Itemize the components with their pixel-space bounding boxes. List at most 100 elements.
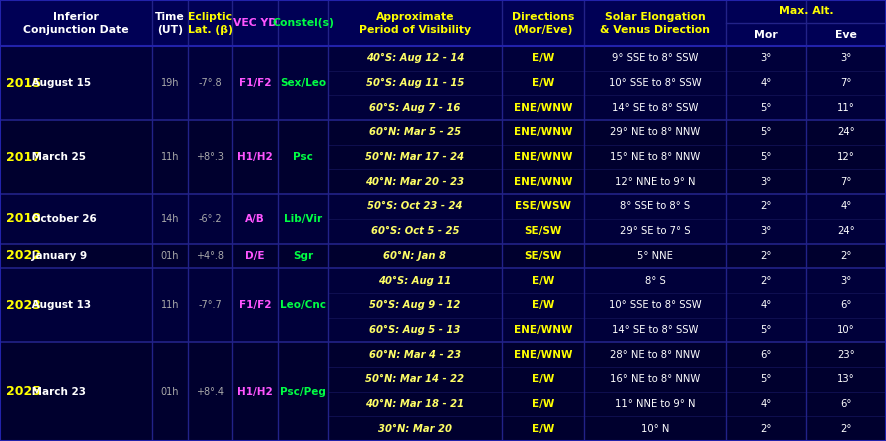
Text: E/W: E/W	[532, 276, 554, 285]
Text: August 13: August 13	[28, 300, 91, 310]
Text: 12° NNE to 9° N: 12° NNE to 9° N	[615, 177, 696, 187]
Text: 40°S: Aug 12 - 14: 40°S: Aug 12 - 14	[366, 53, 464, 64]
Text: 60°N: Mar 4 - 23: 60°N: Mar 4 - 23	[369, 350, 461, 359]
Text: 10° N: 10° N	[641, 424, 669, 434]
Text: 2°: 2°	[840, 424, 851, 434]
Text: E/W: E/W	[532, 53, 554, 64]
Text: H1/H2: H1/H2	[237, 152, 273, 162]
Text: 2015: 2015	[6, 77, 41, 90]
Text: 6°: 6°	[840, 300, 851, 310]
Text: (UT): (UT)	[157, 25, 183, 35]
Text: -7°.7: -7°.7	[198, 300, 222, 310]
Text: Sex/Leo: Sex/Leo	[280, 78, 326, 88]
Text: 10°: 10°	[837, 325, 855, 335]
Text: +4°.8: +4°.8	[196, 251, 224, 261]
Text: +8°.4: +8°.4	[196, 387, 224, 396]
Text: Approximate: Approximate	[376, 12, 455, 22]
Text: 50°N: Mar 17 - 24: 50°N: Mar 17 - 24	[365, 152, 464, 162]
Text: 60°S: Oct 5 - 25: 60°S: Oct 5 - 25	[370, 226, 459, 236]
Text: 5°: 5°	[760, 127, 772, 138]
Text: Max. Alt.: Max. Alt.	[779, 7, 834, 16]
Text: 15° NE to 8° NNW: 15° NE to 8° NNW	[610, 152, 700, 162]
Text: October 26: October 26	[28, 214, 97, 224]
Text: 10° SSE to 8° SSW: 10° SSE to 8° SSW	[609, 300, 702, 310]
Text: E/W: E/W	[532, 300, 554, 310]
Text: 4°: 4°	[840, 202, 851, 212]
Text: 24°: 24°	[837, 127, 855, 138]
Text: 7°: 7°	[840, 78, 851, 88]
Text: Eve: Eve	[835, 30, 857, 40]
Text: ESE/WSW: ESE/WSW	[515, 202, 571, 212]
Text: Inferior: Inferior	[53, 12, 99, 22]
Text: 5°: 5°	[760, 152, 772, 162]
Text: 01h: 01h	[160, 387, 179, 396]
Text: 2022: 2022	[6, 249, 41, 262]
Text: 11h: 11h	[160, 152, 179, 162]
Text: 2018: 2018	[6, 212, 41, 225]
Text: 40°N: Mar 18 - 21: 40°N: Mar 18 - 21	[365, 399, 464, 409]
Text: Psc: Psc	[293, 152, 313, 162]
Text: 5°: 5°	[760, 103, 772, 113]
Text: 14° SE to 8° SSW: 14° SE to 8° SSW	[612, 325, 698, 335]
Text: ENE/WNW: ENE/WNW	[514, 325, 572, 335]
Text: ENE/WNW: ENE/WNW	[514, 127, 572, 138]
Text: 40°S: Aug 11: 40°S: Aug 11	[378, 276, 452, 286]
Text: 4°: 4°	[760, 399, 772, 409]
Text: 10° SSE to 8° SSW: 10° SSE to 8° SSW	[609, 78, 702, 88]
Text: 50°S: Aug 9 - 12: 50°S: Aug 9 - 12	[369, 300, 461, 310]
Text: Time: Time	[155, 12, 185, 22]
Text: ENE/WNW: ENE/WNW	[514, 103, 572, 113]
Text: Constel(s): Constel(s)	[272, 18, 334, 28]
Text: 6°: 6°	[840, 399, 851, 409]
Text: D/E: D/E	[245, 251, 265, 261]
Text: 3°: 3°	[760, 226, 772, 236]
Text: SE/SW: SE/SW	[525, 226, 562, 236]
Text: -7°.8: -7°.8	[198, 78, 222, 88]
Text: 19h: 19h	[160, 78, 179, 88]
Text: E/W: E/W	[532, 78, 554, 88]
Text: 60°S: Aug 5 - 13: 60°S: Aug 5 - 13	[369, 325, 461, 335]
Text: 3°: 3°	[840, 276, 851, 285]
Text: 9° SSE to 8° SSW: 9° SSE to 8° SSW	[612, 53, 698, 64]
Text: 2°: 2°	[760, 424, 772, 434]
Text: Mor: Mor	[754, 30, 778, 40]
Bar	[0, 194, 886, 243]
Text: Conjunction Date: Conjunction Date	[23, 25, 128, 35]
Text: Leo/Cnc: Leo/Cnc	[280, 300, 326, 310]
Text: 13°: 13°	[837, 374, 855, 384]
Text: 5° NNE: 5° NNE	[637, 251, 673, 261]
Text: 2°: 2°	[760, 202, 772, 212]
Text: 8° S: 8° S	[645, 276, 665, 285]
Text: & Venus Direction: & Venus Direction	[600, 25, 710, 35]
Text: 11°: 11°	[837, 103, 855, 113]
Text: 29° SE to 7° S: 29° SE to 7° S	[619, 226, 690, 236]
Text: H1/H2: H1/H2	[237, 387, 273, 396]
Text: Psc/Peg: Psc/Peg	[280, 387, 326, 396]
Bar	[0, 342, 886, 441]
Text: 3°: 3°	[760, 53, 772, 64]
Text: Period of Visibility: Period of Visibility	[359, 25, 471, 35]
Bar	[0, 268, 886, 342]
Text: 8° SSE to 8° S: 8° SSE to 8° S	[620, 202, 690, 212]
Text: August 15: August 15	[28, 78, 91, 88]
Text: Lib/Vir: Lib/Vir	[284, 214, 323, 224]
Text: 60°N: Jan 8: 60°N: Jan 8	[384, 251, 447, 261]
Text: Lat. (β): Lat. (β)	[188, 25, 232, 35]
Bar	[0, 46, 886, 120]
Text: F1/F2: F1/F2	[238, 300, 271, 310]
Text: 30°N: Mar 20: 30°N: Mar 20	[378, 424, 452, 434]
Text: E/W: E/W	[532, 399, 554, 409]
Text: F1/F2: F1/F2	[238, 78, 271, 88]
Text: 11° NNE to 9° N: 11° NNE to 9° N	[615, 399, 696, 409]
Text: 50°S: Aug 11 - 15: 50°S: Aug 11 - 15	[366, 78, 464, 88]
Text: 2°: 2°	[760, 276, 772, 285]
Text: ENE/WNW: ENE/WNW	[514, 177, 572, 187]
Text: +8°.3: +8°.3	[196, 152, 224, 162]
Text: 28° NE to 8° NNW: 28° NE to 8° NNW	[610, 350, 700, 359]
Text: 01h: 01h	[160, 251, 179, 261]
Text: 2°: 2°	[760, 251, 772, 261]
Text: 5°: 5°	[760, 325, 772, 335]
Text: ENE/WNW: ENE/WNW	[514, 350, 572, 359]
Text: 14h: 14h	[160, 214, 179, 224]
Text: 50°N: Mar 14 - 22: 50°N: Mar 14 - 22	[365, 374, 464, 384]
